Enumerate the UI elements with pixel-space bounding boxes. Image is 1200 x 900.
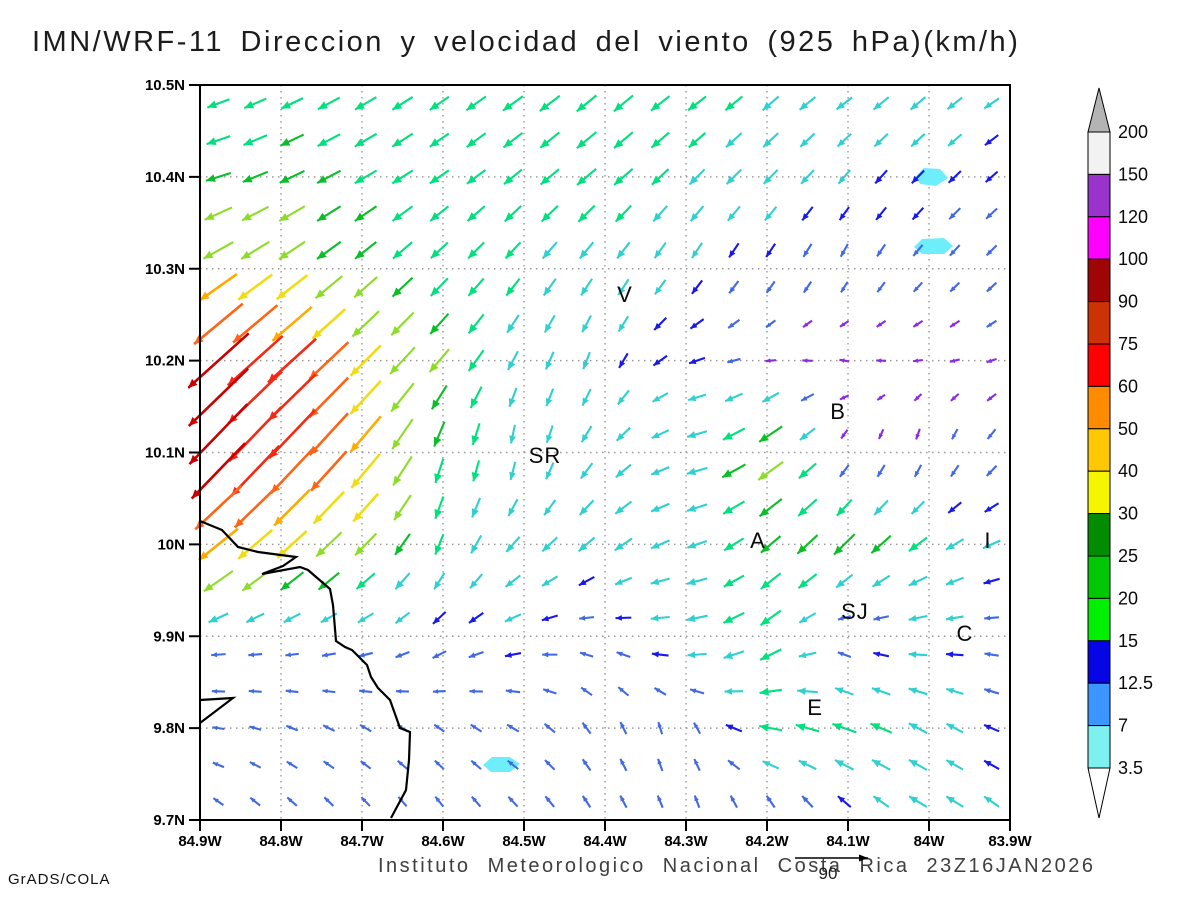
- svg-text:V: V: [617, 282, 633, 307]
- svg-text:10.5N: 10.5N: [145, 77, 185, 94]
- plot-frame: 10.5N 10.4N 10.3N 10.2N 10.1N 10N 9.9N 9.8N 9.7N…: [145, 77, 1033, 850]
- water-patches: [483, 168, 953, 772]
- svg-text:60: 60: [1118, 376, 1138, 396]
- chart-title: IMN/WRF-11 Direccion y velocidad del vie…: [32, 26, 1021, 58]
- svg-text:90: 90: [819, 864, 838, 883]
- svg-text:84W: 84W: [914, 833, 946, 850]
- svg-text:75: 75: [1118, 334, 1138, 354]
- svg-text:SR: SR: [529, 443, 562, 468]
- svg-text:E: E: [807, 695, 823, 720]
- chart-caption: Instituto Meteorologico Nacional Costa R…: [378, 855, 1096, 877]
- svg-text:9.9N: 9.9N: [153, 628, 185, 645]
- svg-text:20: 20: [1118, 588, 1138, 608]
- svg-text:7: 7: [1118, 716, 1128, 736]
- svg-text:9.8N: 9.8N: [153, 720, 185, 737]
- svg-text:100: 100: [1118, 249, 1148, 269]
- svg-text:C: C: [957, 621, 974, 646]
- svg-text:12.5: 12.5: [1118, 673, 1153, 693]
- svg-text:84.2W: 84.2W: [745, 833, 789, 850]
- svg-text:84.3W: 84.3W: [664, 833, 708, 850]
- svg-text:84.7W: 84.7W: [340, 833, 384, 850]
- svg-text:84.1W: 84.1W: [826, 833, 870, 850]
- svg-text:SJ: SJ: [841, 599, 869, 624]
- svg-text:83.9W: 83.9W: [988, 833, 1032, 850]
- grads-credit: GrADS/COLA: [8, 871, 111, 888]
- svg-text:120: 120: [1118, 207, 1148, 227]
- grid-lines: [200, 85, 1010, 820]
- svg-text:3.5: 3.5: [1118, 758, 1143, 778]
- svg-text:50: 50: [1118, 419, 1138, 439]
- svg-text:10.1N: 10.1N: [145, 445, 185, 462]
- svg-text:90: 90: [1118, 292, 1138, 312]
- svg-text:10N: 10N: [157, 536, 185, 553]
- svg-text:84.6W: 84.6W: [421, 833, 465, 850]
- svg-text:200: 200: [1118, 122, 1148, 142]
- svg-text:A: A: [750, 528, 766, 553]
- svg-text:150: 150: [1118, 164, 1148, 184]
- svg-text:30: 30: [1118, 504, 1138, 524]
- svg-text:15: 15: [1118, 631, 1138, 651]
- svg-text:84.5W: 84.5W: [502, 833, 546, 850]
- colorbar: 200 150 120 100 90 75 60 50 40 30 25 20 15 12.5 7 3.5: [1087, 87, 1153, 819]
- svg-text:B: B: [830, 399, 846, 424]
- svg-text:84.9W: 84.9W: [178, 833, 222, 850]
- reference-vector: 90: [795, 854, 868, 883]
- svg-text:9.7N: 9.7N: [153, 812, 185, 829]
- svg-text:I: I: [984, 528, 991, 553]
- svg-text:84.8W: 84.8W: [259, 833, 303, 850]
- svg-text:10.4N: 10.4N: [145, 169, 185, 186]
- svg-text:10.2N: 10.2N: [145, 353, 185, 370]
- wind-arrows: [188, 94, 1001, 809]
- svg-text:40: 40: [1118, 461, 1138, 481]
- svg-text:84.4W: 84.4W: [583, 833, 627, 850]
- svg-text:10.3N: 10.3N: [145, 261, 185, 278]
- svg-text:25: 25: [1118, 546, 1138, 566]
- coastline: [199, 519, 412, 819]
- city-labels: V SR B A I SJ C E: [529, 282, 991, 720]
